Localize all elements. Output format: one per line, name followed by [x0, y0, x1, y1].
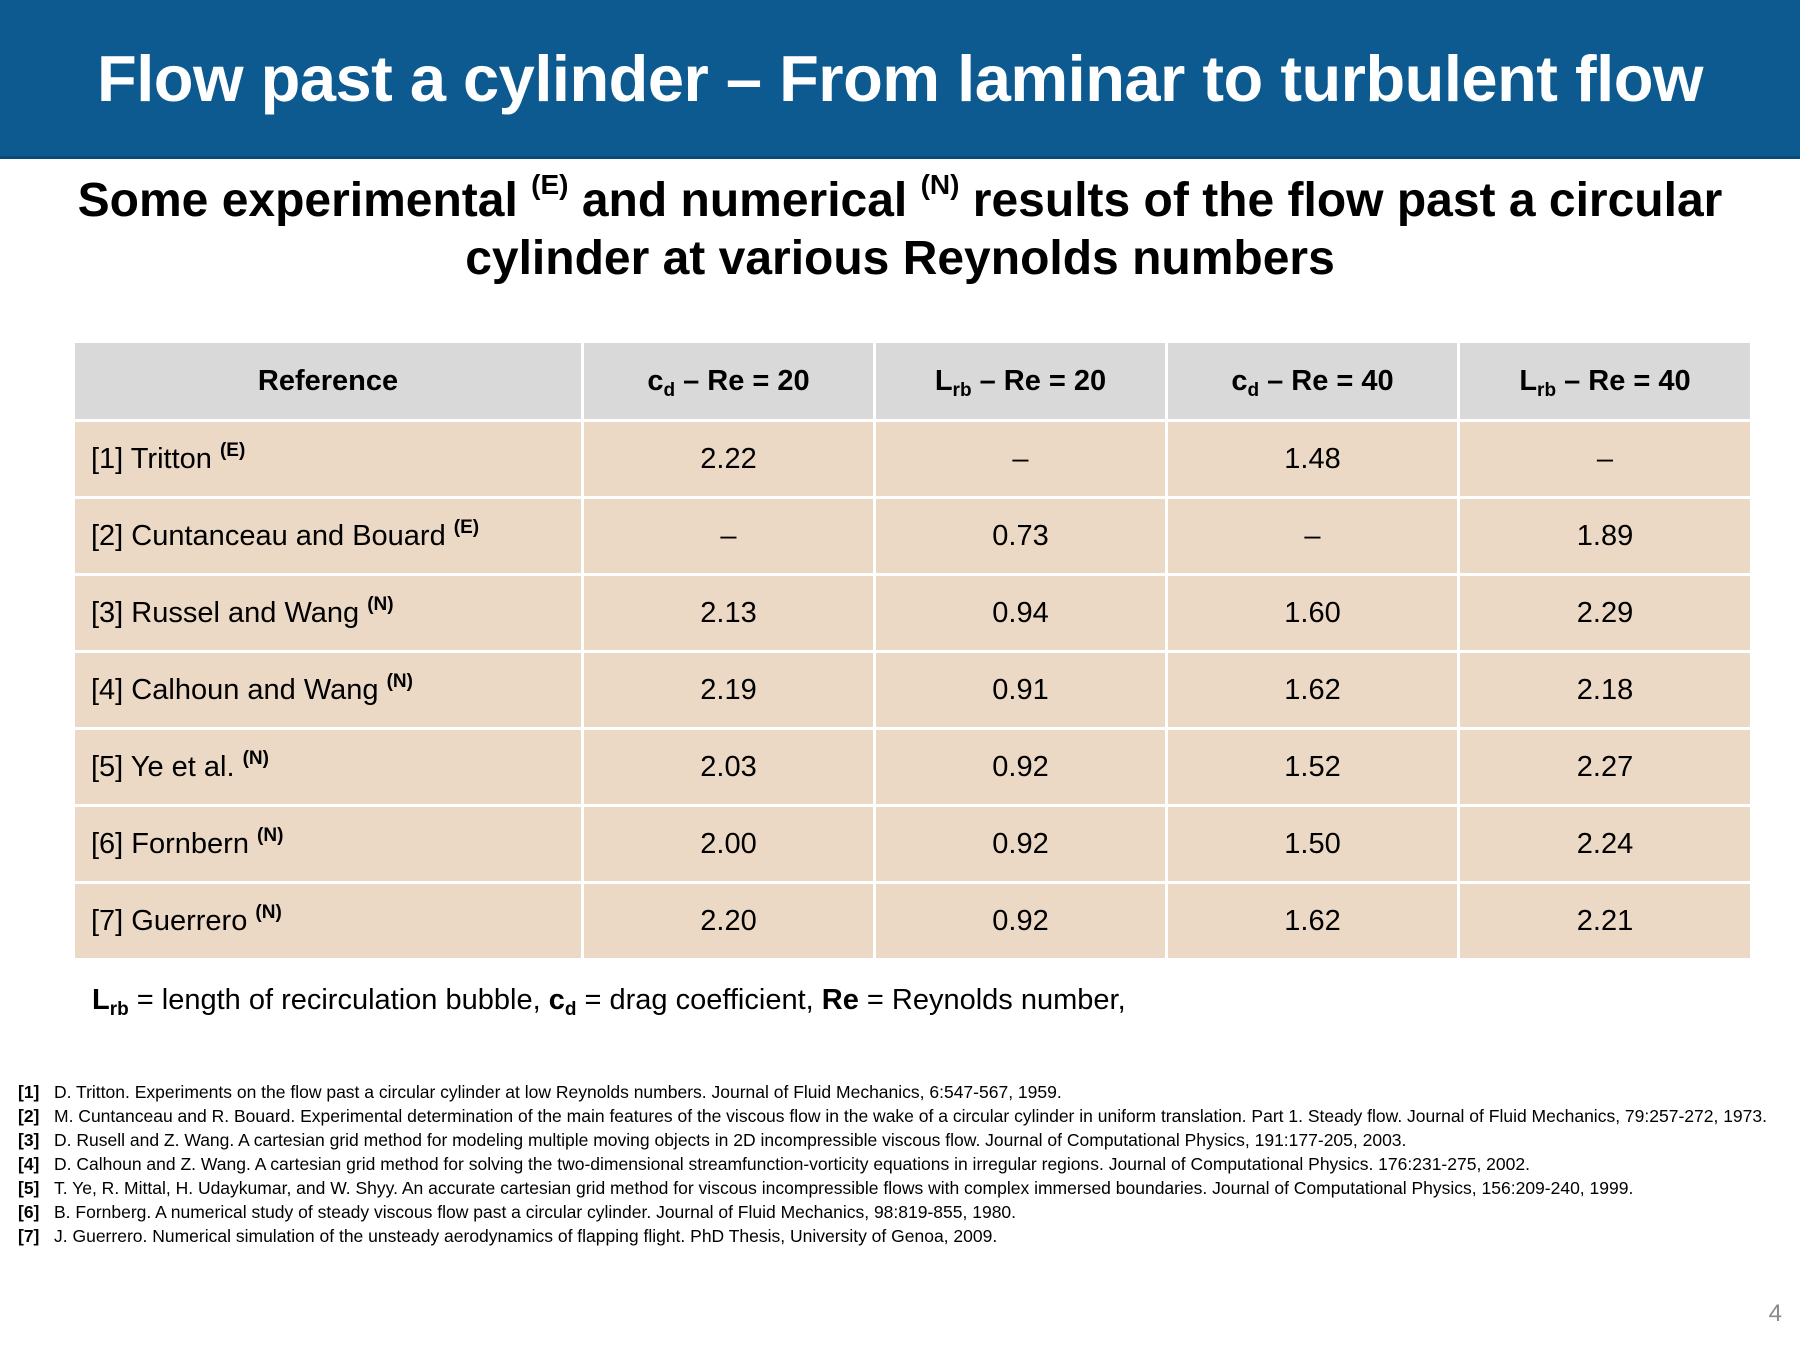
table-row: [2] Cuntanceau and Bouard (E) – 0.73 – 1…	[72, 496, 1753, 576]
page-number: 4	[1768, 1300, 1782, 1327]
reference-cell: [1] Tritton (E)	[72, 419, 584, 499]
lrb-re40-cell: –	[1457, 419, 1753, 499]
list-item: [5] T. Ye, R. Mittal, H. Udaykumar, and W…	[18, 1178, 1634, 1198]
subtitle-text-3: results of the flow past a circular	[959, 174, 1723, 227]
experimental-marker: (E)	[531, 169, 569, 200]
lrb-re40-cell: 1.89	[1457, 496, 1753, 576]
table-row: [4] Calhoun and Wang (N) 2.19 0.91 1.62 …	[72, 650, 1753, 730]
lrb-re20-cell: 0.92	[873, 881, 1168, 961]
cd-re20-cell: 2.22	[581, 419, 876, 499]
lrb-re20-cell: –	[873, 419, 1168, 499]
lrb-re40-cell: 2.21	[1457, 881, 1753, 961]
table-header-row: Reference cd – Re = 20 Lrb – Re = 20 cd …	[72, 340, 1753, 422]
lrb-re20-cell: 0.94	[873, 573, 1168, 653]
cd-re40-cell: 1.60	[1165, 573, 1460, 653]
lrb-re40-cell: 2.18	[1457, 650, 1753, 730]
header-lrb-re40: Lrb – Re = 40	[1457, 340, 1753, 422]
table-row: [5] Ye et al. (N) 2.03 0.92 1.52 2.27	[72, 727, 1753, 807]
table-row: [3] Russel and Wang (N) 2.13 0.94 1.60 2…	[72, 573, 1753, 653]
reference-cell: [6] Fornbern (N)	[72, 804, 584, 884]
header-lrb-re20: Lrb – Re = 20	[873, 340, 1168, 422]
list-item: [1] D. Tritton. Experiments on the flow p…	[18, 1082, 1062, 1102]
cd-re40-cell: 1.52	[1165, 727, 1460, 807]
subtitle-line-1: Some experimental (E) and numerical (N) …	[0, 169, 1800, 230]
cd-re20-cell: 2.13	[581, 573, 876, 653]
header-cd-re20: cd – Re = 20	[581, 340, 876, 422]
table-row: [1] Tritton (E) 2.22 – 1.48 –	[72, 419, 1753, 499]
cd-re40-cell: –	[1165, 496, 1460, 576]
symbol-legend: Lrb = length of recirculation bubble, cd…	[92, 984, 1126, 1020]
subtitle-line-2: cylinder at various Reynolds numbers	[465, 232, 1335, 285]
cd-re40-cell: 1.50	[1165, 804, 1460, 884]
table-row: [7] Guerrero (N) 2.20 0.92 1.62 2.21	[72, 881, 1753, 961]
lrb-re20-cell: 0.92	[873, 804, 1168, 884]
header-reference: Reference	[72, 340, 584, 422]
slide-subtitle: Some experimental (E) and numerical (N) …	[0, 169, 1800, 288]
lrb-re20-cell: 0.92	[873, 727, 1168, 807]
cd-re40-cell: 1.62	[1165, 881, 1460, 961]
slide-header: Flow past a cylinder – From laminar to t…	[0, 0, 1800, 159]
subtitle-text-1: Some experimental	[77, 174, 532, 227]
lrb-re20-cell: 0.73	[873, 496, 1168, 576]
lrb-re40-cell: 2.24	[1457, 804, 1753, 884]
list-item: [3] D. Rusell and Z. Wang. A cartesian gr…	[18, 1130, 1407, 1150]
header-cd-re40: cd – Re = 40	[1165, 340, 1460, 422]
slide-title: Flow past a cylinder – From laminar to t…	[97, 41, 1703, 115]
lrb-re40-cell: 2.29	[1457, 573, 1753, 653]
lrb-re40-cell: 2.27	[1457, 727, 1753, 807]
numerical-marker: (N)	[920, 169, 960, 200]
cd-re40-cell: 1.62	[1165, 650, 1460, 730]
list-item: [2] M. Cuntanceau and R. Bouard. Experime…	[18, 1106, 1767, 1126]
reference-cell: [5] Ye et al. (N)	[72, 727, 584, 807]
reference-cell: [3] Russel and Wang (N)	[72, 573, 584, 653]
list-item: [6] B. Fornberg. A numerical study of ste…	[18, 1202, 1017, 1222]
cd-re20-cell: 2.19	[581, 650, 876, 730]
cd-re20-cell: 2.00	[581, 804, 876, 884]
table-row: [6] Fornbern (N) 2.00 0.92 1.50 2.24	[72, 804, 1753, 884]
reference-cell: [7] Guerrero (N)	[72, 881, 584, 961]
reference-list: [1] D. Tritton. Experiments on the flow p…	[18, 1080, 1790, 1248]
subtitle-text-2: and numerical	[568, 174, 921, 227]
list-item: [7] J. Guerrero. Numerical simulation of …	[18, 1226, 998, 1246]
reference-cell: [2] Cuntanceau and Bouard (E)	[72, 496, 584, 576]
cd-re40-cell: 1.48	[1165, 419, 1460, 499]
cd-re20-cell: –	[581, 496, 876, 576]
reference-cell: [4] Calhoun and Wang (N)	[72, 650, 584, 730]
cd-re20-cell: 2.03	[581, 727, 876, 807]
lrb-re20-cell: 0.91	[873, 650, 1168, 730]
list-item: [4] D. Calhoun and Z. Wang. A cartesian g…	[18, 1154, 1530, 1174]
cd-re20-cell: 2.20	[581, 881, 876, 961]
results-table: Reference cd – Re = 20 Lrb – Re = 20 cd …	[72, 340, 1753, 961]
